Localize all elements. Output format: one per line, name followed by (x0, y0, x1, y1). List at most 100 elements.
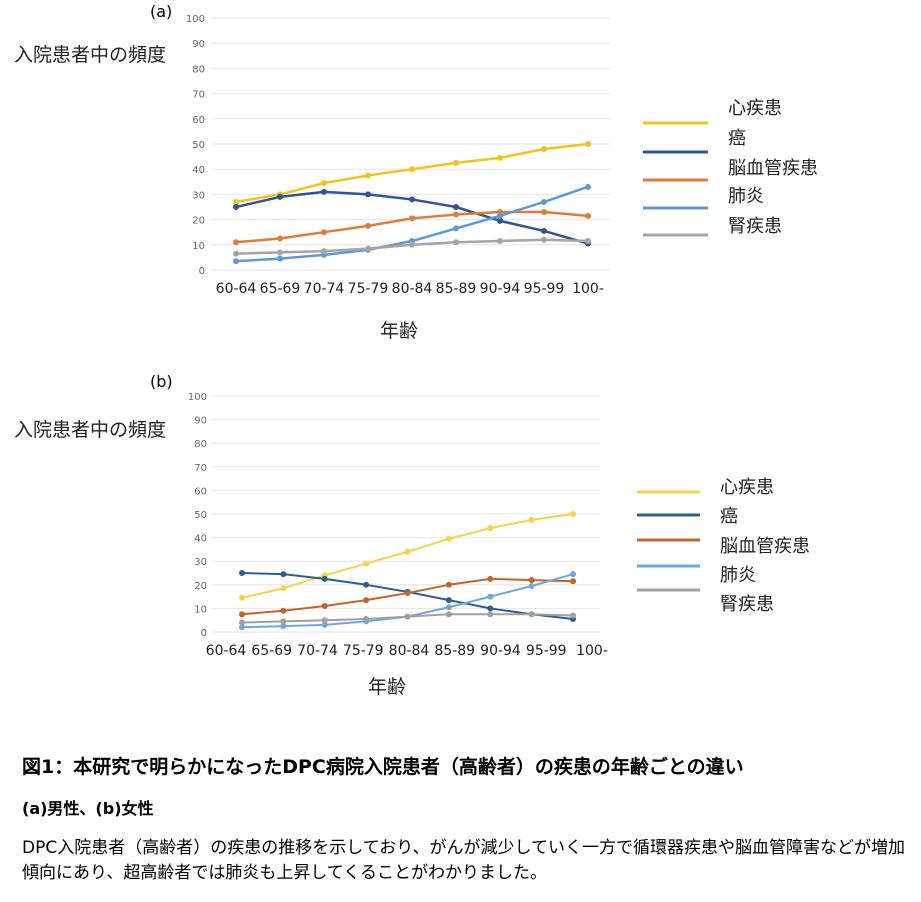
data-point (280, 618, 287, 625)
y-tick-label: 70 (194, 463, 207, 474)
legend-label: 脳血管疾患 (720, 536, 810, 557)
data-point (541, 227, 547, 234)
caption-title: 図1：本研究で明らかになったDPC病院入院患者（高齢者）の疾患の年齢ごとの違い (22, 756, 744, 778)
data-point (280, 607, 287, 614)
y-tick-label: 0 (199, 266, 205, 277)
y-tick-label: 90 (192, 39, 205, 50)
data-point (409, 196, 415, 203)
x-tick-label: 60-64 (206, 643, 247, 659)
data-point (570, 578, 576, 585)
data-point (453, 239, 459, 246)
data-point (363, 616, 370, 623)
data-point (585, 212, 591, 219)
data-point (528, 582, 535, 589)
legend-label: 腎疾患 (728, 216, 782, 237)
legend-label: 心疾患 (720, 477, 774, 498)
legend-label: 心疾患 (728, 98, 782, 119)
data-point (239, 624, 245, 631)
data-point (445, 611, 452, 618)
data-point (497, 238, 503, 245)
data-point (321, 188, 327, 195)
chart-a: 0 10 20 30 40 50 60 70 80 90 100 60-64 65-69 70-74 75-… (186, 14, 818, 297)
y-tick-label: 20 (192, 216, 205, 227)
data-point (570, 511, 576, 517)
data-point (570, 612, 576, 619)
y-tick-label: 70 (192, 90, 205, 101)
data-point (497, 154, 503, 161)
x-tick-label: 60-64 (216, 281, 257, 297)
data-point (277, 255, 283, 262)
y-tick-label: 40 (194, 534, 207, 545)
y-tick-label: 90 (194, 416, 207, 427)
data-point (453, 211, 459, 218)
data-point (404, 548, 411, 555)
x-tick-label: 90-94 (480, 281, 521, 297)
panel-b-ylabel: 入院患者中の頻度 (14, 419, 167, 441)
x-tick-label: 70-74 (304, 281, 345, 297)
y-tick-label: 20 (194, 581, 207, 592)
x-tick-label: 75-79 (348, 281, 389, 297)
x-tick-label: 80-84 (392, 281, 433, 297)
data-point (280, 585, 287, 592)
x-tick-label: 95-99 (526, 643, 567, 659)
data-point (239, 594, 245, 601)
data-point (409, 166, 415, 173)
data-point (365, 222, 371, 229)
data-point (365, 172, 371, 179)
data-point (239, 611, 245, 618)
data-point (321, 229, 327, 236)
data-point (487, 525, 494, 532)
data-point (363, 560, 370, 567)
data-point (363, 581, 370, 588)
data-point (277, 235, 283, 242)
data-point (321, 575, 328, 582)
data-point (453, 159, 459, 166)
data-point (321, 621, 328, 628)
x-tick-label: 65-69 (260, 281, 301, 297)
y-tick-label: 50 (194, 510, 207, 521)
data-point (487, 605, 494, 612)
data-point (585, 183, 591, 190)
caption-body: DPC入院患者（高齢者）の疾患の推移を示しており、がんが減少していく一方で循環器… (22, 838, 905, 883)
y-tick-label: 80 (194, 439, 207, 450)
y-tick-label: 40 (192, 165, 205, 176)
panel-a-label: (a) (150, 2, 173, 21)
x-tick-label: 85-89 (434, 643, 475, 659)
panel-a-xlabel: 年齢 (380, 320, 419, 342)
series-line-2 (241, 577, 574, 616)
x-tick-label: 95-99 (524, 281, 565, 297)
data-point (528, 577, 535, 584)
y-tick-label: 10 (192, 241, 205, 252)
data-point (445, 597, 452, 604)
x-tick-label: 70-74 (297, 643, 338, 659)
data-point (277, 193, 283, 200)
data-point (497, 217, 503, 224)
data-point (585, 141, 591, 147)
data-point (541, 198, 547, 205)
x-tick-label: 85-89 (436, 281, 477, 297)
data-point (497, 212, 503, 219)
chart-b: 0 10 20 30 40 50 60 70 80 90 100 60-64 65-69 70-74 75-… (188, 392, 810, 659)
y-tick-label: 0 (201, 628, 207, 639)
x-tick-label: 100- (572, 281, 604, 297)
data-point (321, 603, 328, 610)
y-tick-label: 60 (192, 115, 205, 126)
x-tick-label: 80-84 (389, 643, 430, 659)
legend-label: 脳血管疾患 (728, 158, 818, 179)
x-tick-label: 100- (576, 643, 608, 659)
legend-label: 癌 (728, 128, 746, 149)
data-point (233, 198, 239, 205)
data-point (277, 249, 283, 256)
data-point (280, 571, 287, 578)
panel-a-ylabel: 入院患者中の頻度 (14, 44, 167, 66)
x-tick-label: 90-94 (480, 643, 521, 659)
data-point (409, 215, 415, 222)
data-point (445, 535, 452, 542)
data-point (321, 248, 327, 255)
panel-b-label: (b) (150, 372, 173, 391)
data-point (487, 575, 494, 582)
x-tick-label: 65-69 (251, 643, 292, 659)
data-point (404, 590, 411, 597)
legend-label: 癌 (720, 506, 738, 527)
